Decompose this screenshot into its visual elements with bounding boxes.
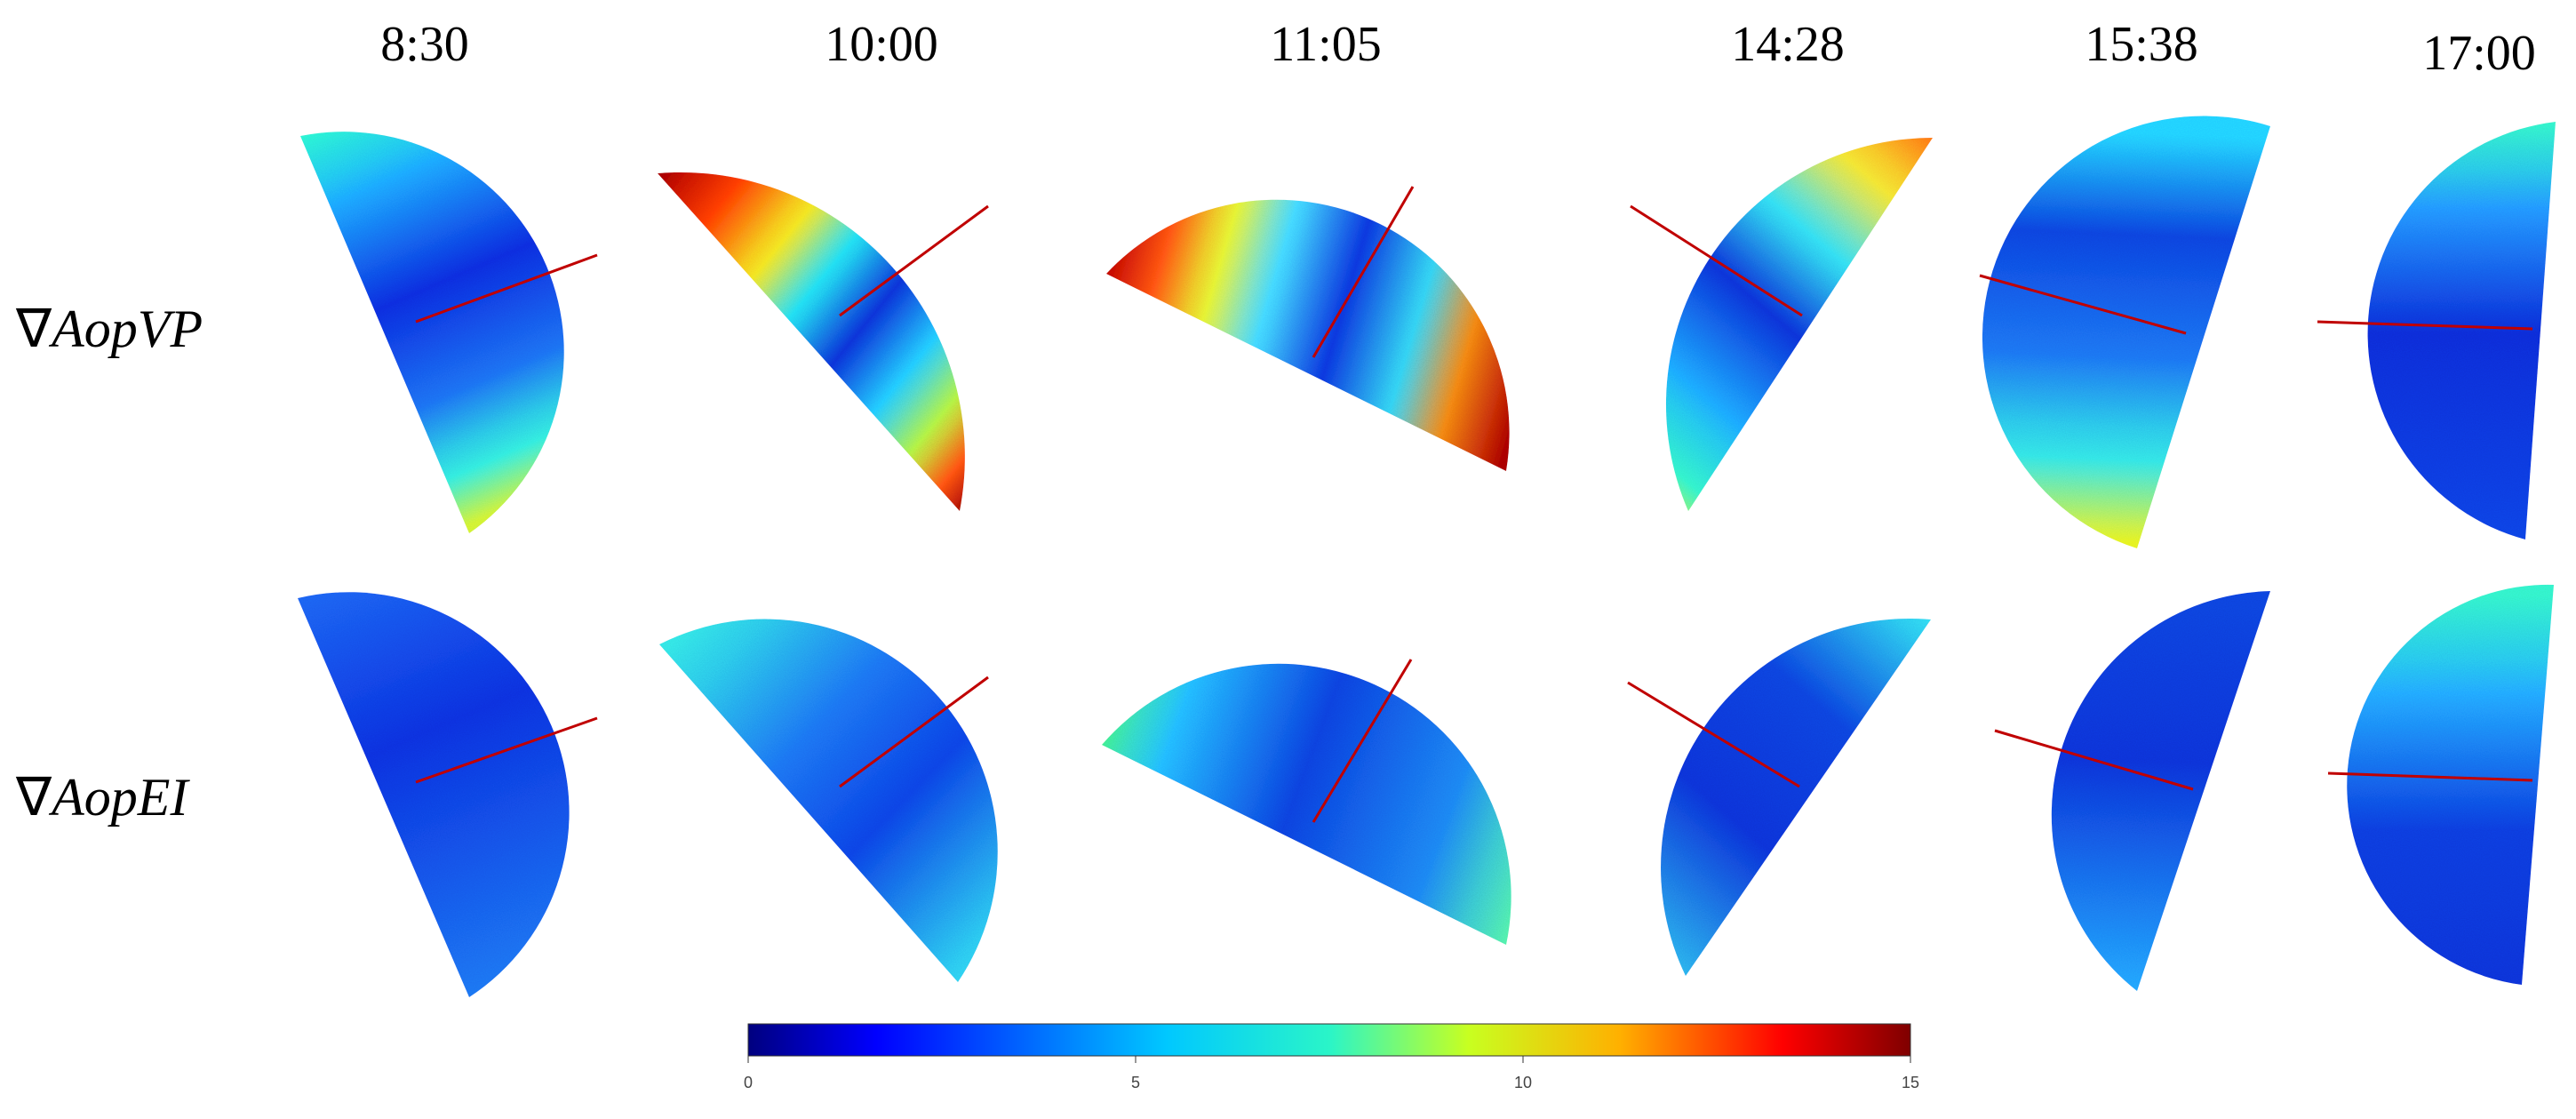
map-aopei-0830 xyxy=(298,592,598,997)
row-symbol: AopVP xyxy=(52,300,203,358)
sun-meridian-line xyxy=(1312,186,1415,358)
map-aopei-1428 xyxy=(1627,618,1931,976)
map-aopvp-1538 xyxy=(1979,116,2270,548)
time-label-1428: 14:28 xyxy=(1731,17,1845,72)
colorbar-tick-label: 15 xyxy=(1901,1074,1920,1091)
map-aopvp-0830 xyxy=(300,132,598,533)
map-aopvp-1000 xyxy=(658,172,989,511)
map-aopei-1538 xyxy=(1994,591,2270,991)
time-label-1538: 15:38 xyxy=(2085,17,2198,72)
row-label-aopei: ∇AopEI xyxy=(16,766,187,828)
time-label-1000: 10:00 xyxy=(825,17,938,72)
colorbar-tick-label: 10 xyxy=(1513,1074,1533,1091)
sun-meridian-line xyxy=(2327,771,2533,782)
sun-meridian-line xyxy=(415,253,598,324)
time-label-0830: 8:30 xyxy=(380,17,469,72)
colorbar-tick-label: 0 xyxy=(743,1074,754,1091)
colorbar xyxy=(747,1023,1911,1063)
sun-meridian-line xyxy=(2317,320,2533,331)
map-aopei-1105 xyxy=(1102,659,1511,945)
map-aopei-1000 xyxy=(659,619,998,982)
map-aopvp-1428 xyxy=(1630,138,1933,511)
sun-meridian-line xyxy=(1979,274,2187,335)
sun-meridian-line xyxy=(1627,681,1800,788)
sun-meridian-line xyxy=(839,675,989,788)
sun-meridian-line xyxy=(839,204,989,317)
sun-meridian-line xyxy=(415,716,598,784)
sun-meridian-line xyxy=(1994,729,2194,791)
map-aopei-1700 xyxy=(2327,584,2554,985)
row-label-aopvp: ∇AopVP xyxy=(16,298,203,360)
time-label-1700: 17:00 xyxy=(2422,26,2536,81)
sun-meridian-line xyxy=(1630,204,1803,317)
map-aopvp-1700 xyxy=(2317,122,2556,540)
map-aopvp-1105 xyxy=(1106,186,1510,471)
row-symbol: AopEI xyxy=(52,768,188,827)
sun-meridian-line xyxy=(1312,659,1413,823)
colorbar-tick-label: 5 xyxy=(1130,1074,1141,1091)
time-label-1105: 11:05 xyxy=(1270,17,1382,72)
nabla-symbol: ∇ xyxy=(16,300,52,358)
nabla-symbol: ∇ xyxy=(16,768,52,827)
